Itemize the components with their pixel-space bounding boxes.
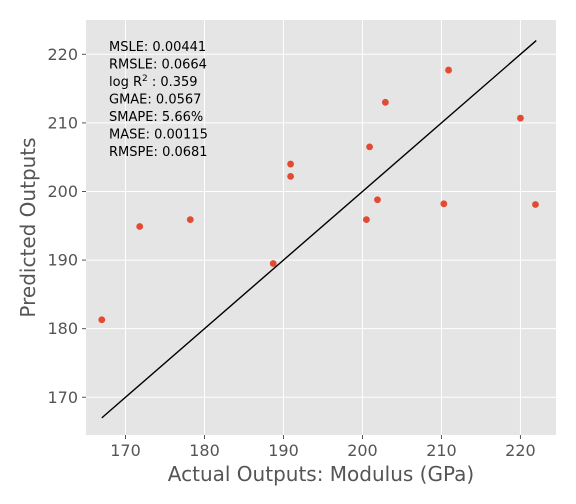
x-tick-label: 210	[426, 441, 457, 460]
y-tick-label: 180	[47, 319, 78, 338]
data-point	[136, 223, 144, 230]
y-axis-label: Predicted Outputs	[16, 137, 40, 317]
data-points	[98, 66, 539, 324]
metric-line: MASE: 0.00115	[109, 128, 208, 143]
data-point	[366, 143, 373, 151]
x-tick-label: 190	[268, 441, 299, 460]
y-tick-label: 190	[47, 251, 78, 270]
y-axis-ticks: 170 180 190 200 210 220	[47, 45, 86, 407]
data-point	[287, 172, 294, 180]
metric-line: GMAE: 0.0567	[109, 93, 201, 108]
metric-line: RMSLE: 0.0664	[109, 58, 207, 73]
metric-line: log R2 : 0.359	[109, 74, 198, 90]
metric-line: MSLE: 0.00441	[109, 40, 206, 55]
data-point	[445, 66, 452, 74]
y-tick-label: 210	[47, 113, 78, 132]
data-point	[532, 201, 539, 208]
data-point	[269, 260, 277, 267]
data-point	[287, 160, 294, 168]
data-point	[363, 216, 370, 224]
data-point	[374, 196, 381, 204]
x-tick-label: 220	[505, 441, 536, 460]
data-point	[98, 316, 106, 324]
y-tick-label: 170	[47, 388, 78, 407]
metric-line: RMSPE: 0.0681	[109, 145, 208, 160]
data-point	[381, 98, 389, 106]
data-point	[440, 200, 448, 208]
x-tick-label: 200	[347, 441, 378, 460]
x-tick-label: 180	[189, 441, 220, 460]
x-axis-label: Actual Outputs: Modulus (GPa)	[168, 462, 474, 486]
data-point	[517, 114, 524, 122]
grid-lines	[86, 20, 556, 435]
y-tick-label: 220	[47, 45, 78, 64]
metric-line: SMAPE: 5.66%	[109, 110, 203, 125]
x-axis-ticks: 170 180 190 200 210 220	[110, 435, 536, 460]
data-point	[186, 216, 194, 224]
identity-line	[101, 40, 537, 419]
x-tick-label: 170	[110, 441, 141, 460]
y-tick-label: 200	[47, 182, 78, 201]
